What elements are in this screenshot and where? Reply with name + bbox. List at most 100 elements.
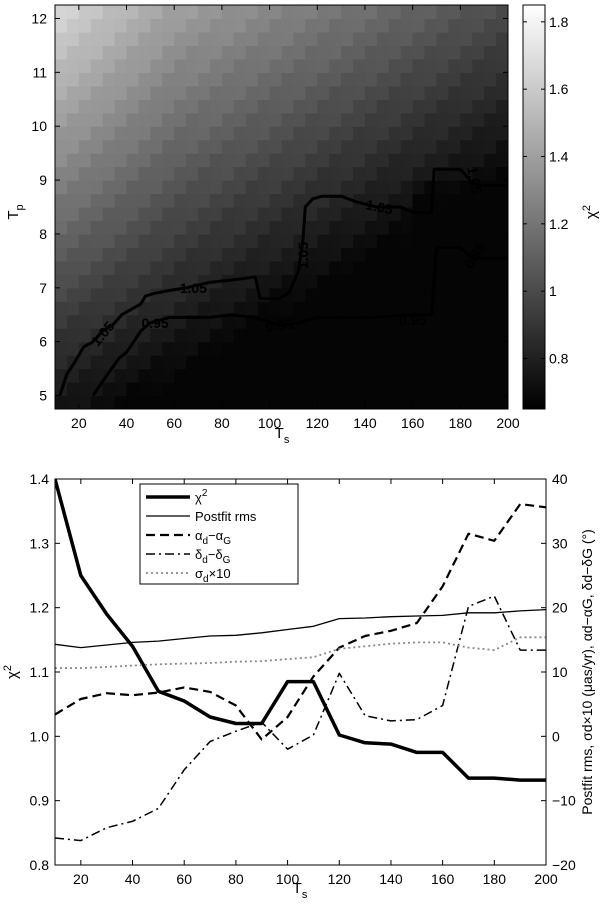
- heatmap-cell: [353, 180, 366, 195]
- heatmap-cell: [293, 58, 306, 73]
- heatmap-cell: [436, 180, 449, 195]
- heatmap-cell: [472, 31, 485, 46]
- heatmap-cell: [102, 5, 116, 20]
- heatmap-cell: [281, 328, 295, 343]
- heatmap-cell: [436, 395, 449, 409]
- heatmap-cell: [281, 58, 295, 73]
- heatmap-cell: [388, 247, 402, 262]
- heatmap-cell: [448, 31, 461, 46]
- heatmap-cell: [460, 355, 473, 370]
- heatmap-cell: [221, 260, 235, 275]
- heatmap-cell: [257, 85, 271, 100]
- heatmap-cell: [460, 180, 473, 195]
- heatmap-cell: [162, 72, 175, 87]
- heatmap-cell: [460, 287, 473, 302]
- heatmap-cell: [484, 153, 497, 168]
- heatmap-cell: [305, 220, 318, 235]
- heatmap-cell: [317, 395, 330, 409]
- heatmap-cell: [66, 395, 80, 409]
- heatmap-cell: [245, 85, 259, 100]
- heatmap-cell: [305, 247, 318, 262]
- heatmap-cell: [162, 5, 175, 20]
- heatmap-cell: [114, 126, 128, 141]
- heatmap-cell: [329, 382, 342, 397]
- heatmap-cell: [186, 341, 199, 356]
- heatmap-cell: [281, 18, 295, 33]
- heatmap-cell: [484, 220, 497, 235]
- heatmap-cell: [269, 58, 283, 73]
- heatmap-cell: [436, 382, 449, 397]
- heatmap-cell: [198, 31, 211, 46]
- heatmap-cell: [174, 31, 187, 46]
- heatmap-cell: [329, 58, 342, 73]
- heatmap-cell: [341, 58, 354, 73]
- heatmap-cell: [186, 368, 199, 383]
- heatmap-cell: [221, 72, 235, 87]
- heatmap-cell: [66, 287, 80, 302]
- heatmap-cell: [412, 5, 426, 20]
- heatmap-cell: [364, 233, 378, 248]
- heatmap-cell: [257, 382, 271, 397]
- heatmap-cell: [78, 368, 92, 383]
- heatmap-cell: [424, 139, 438, 154]
- heatmap-cell: [400, 58, 414, 73]
- heatmap-cell: [424, 355, 438, 370]
- heatmap-cell: [78, 45, 92, 60]
- heatmap-cell: [496, 247, 508, 262]
- heatmap-cell: [496, 368, 508, 383]
- heatmap-cell: [317, 247, 330, 262]
- heatmap-cell: [281, 85, 295, 100]
- heatmap-cell: [400, 193, 414, 208]
- heatmap-cell: [221, 153, 235, 168]
- heatmap-cell: [448, 233, 461, 248]
- heatmap-cell: [496, 274, 508, 289]
- heatmap-cell: [233, 207, 247, 222]
- heatmap-cell: [209, 5, 223, 20]
- heatmap-cell: [233, 368, 247, 383]
- heatmap-cell: [55, 274, 68, 289]
- heatmap-cell: [448, 180, 461, 195]
- x-tick-label: 120: [328, 871, 352, 887]
- heatmap-cell: [66, 58, 80, 73]
- heatmap-cell: [257, 153, 271, 168]
- heatmap-cell: [436, 31, 449, 46]
- heatmap-cell: [186, 99, 199, 114]
- heatmap-cell: [364, 166, 378, 181]
- heatmap-cell: [245, 126, 259, 141]
- heatmap-cell: [114, 85, 128, 100]
- heatmap-cell: [436, 260, 449, 275]
- heatmap-cell: [376, 341, 390, 356]
- heatmap-cell: [496, 180, 508, 195]
- heatmap-cell: [353, 328, 366, 343]
- heatmap-cell: [150, 166, 163, 181]
- heatmap-cell: [400, 18, 414, 33]
- heatmap-cell: [114, 247, 128, 262]
- heatmap-cell: [317, 287, 330, 302]
- heatmap-cell: [424, 85, 438, 100]
- heatmap-cell: [233, 45, 247, 60]
- heatmap-cell: [472, 126, 485, 141]
- heatmap-cell: [329, 220, 342, 235]
- heatmap-cell: [317, 153, 330, 168]
- heatmap-cell: [55, 328, 68, 343]
- heatmap-cell: [388, 72, 402, 87]
- heatmap-cell: [436, 72, 449, 87]
- heatmap-cell: [114, 395, 128, 409]
- heatmap-cell: [376, 166, 390, 181]
- heatmap-cell: [269, 341, 283, 356]
- heatmap-cell: [460, 153, 473, 168]
- heatmap-cell: [186, 193, 199, 208]
- heatmap-cell: [341, 233, 354, 248]
- legend-label: Postfit rms: [195, 509, 257, 524]
- heatmap-cell: [138, 139, 151, 154]
- heatmap-cell: [150, 5, 163, 20]
- heatmap-cell: [55, 112, 68, 127]
- heatmap-cell: [424, 314, 438, 329]
- left-tick-label: 1.3: [30, 535, 50, 551]
- heatmap-cell: [376, 247, 390, 262]
- heatmap-cell: [66, 5, 80, 20]
- heatmap-cell: [90, 301, 104, 316]
- heatmap-cell: [209, 112, 223, 127]
- heatmap-cell: [257, 274, 271, 289]
- heatmap-cell: [55, 314, 68, 329]
